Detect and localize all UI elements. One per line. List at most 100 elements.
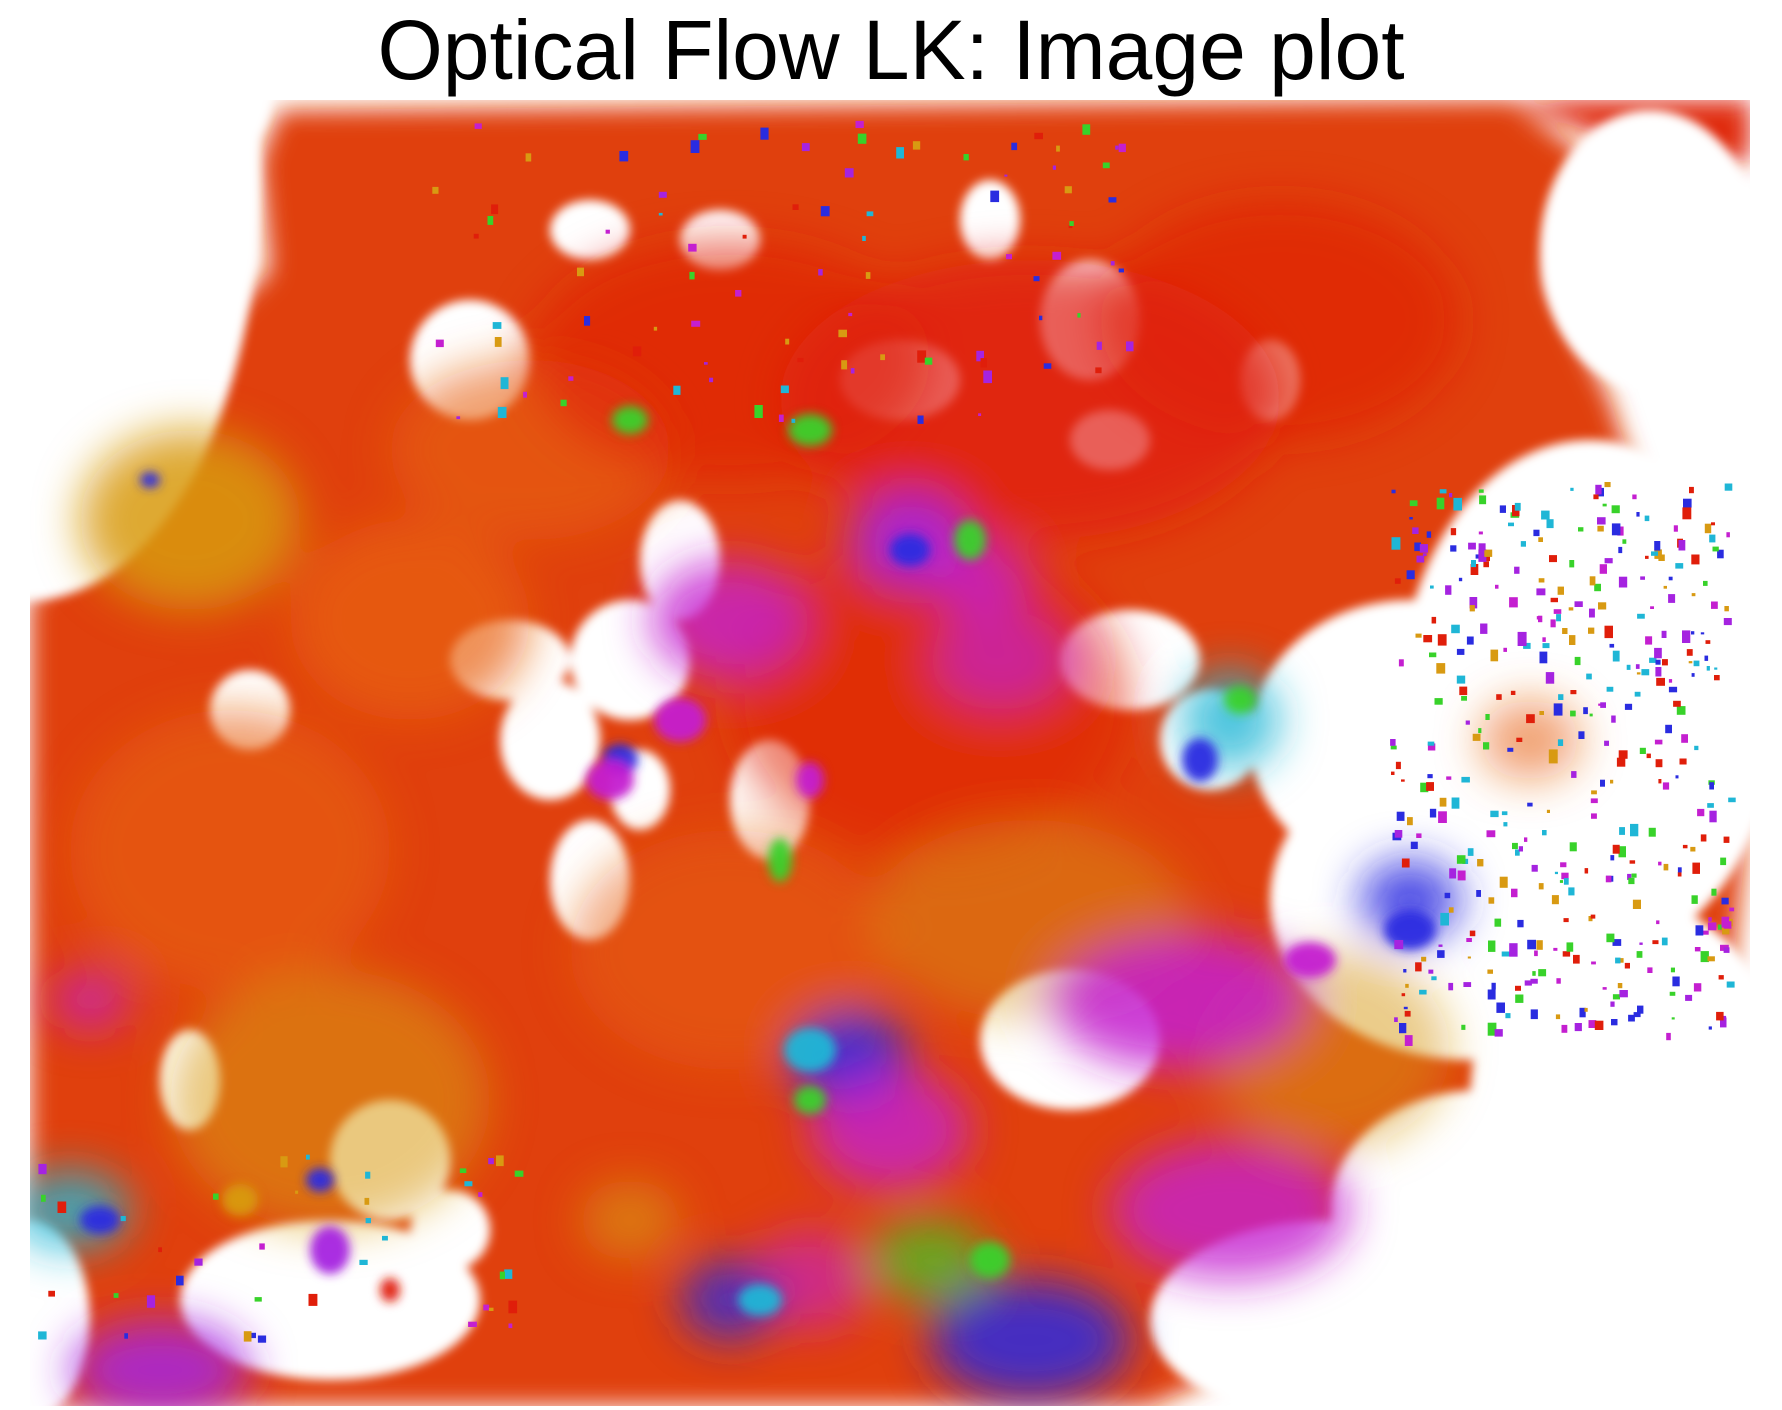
flow-speckle — [1598, 602, 1607, 610]
flow-speckle — [1542, 637, 1546, 642]
flow-speckle — [1478, 549, 1487, 562]
flow-speckle — [120, 1216, 126, 1222]
flow-speckle — [1459, 686, 1468, 696]
flow-speckle — [1512, 842, 1518, 850]
flow-speckle — [295, 1190, 299, 1194]
flow-speckle — [1509, 943, 1518, 957]
flow-speckle — [1536, 940, 1543, 950]
flow-speckle — [1426, 782, 1434, 791]
flow-speckle — [1691, 631, 1695, 635]
flow-speckle — [1410, 841, 1418, 849]
flow-speckle — [1722, 923, 1730, 935]
flow-speckle — [1672, 976, 1680, 987]
flow-accent — [890, 534, 930, 566]
flow-blob — [1050, 930, 1310, 1070]
flow-speckle — [691, 320, 701, 327]
flow-speckle — [1487, 969, 1493, 974]
flow-speckle — [1477, 859, 1484, 867]
flow-speckle — [1562, 628, 1568, 634]
flow-speckle — [1423, 635, 1433, 643]
flow-speckle — [1677, 872, 1682, 877]
flow-speckle — [1478, 531, 1483, 535]
flow-speckle — [1681, 734, 1688, 743]
flow-speckle — [1429, 652, 1437, 658]
flow-speckle — [1436, 663, 1446, 674]
flow-speckle — [1439, 489, 1447, 494]
flow-speckle — [1692, 862, 1700, 874]
flow-accent — [784, 1028, 836, 1072]
flow-speckle — [1427, 743, 1436, 751]
flow-speckle — [1490, 810, 1499, 818]
flow-speckle — [382, 1235, 388, 1241]
flow-speckle — [1709, 534, 1716, 543]
flow-speckle — [1108, 197, 1117, 203]
flow-speckle — [1720, 1017, 1727, 1028]
flow-speckle — [1530, 1009, 1538, 1020]
flow-speckle — [1391, 771, 1395, 775]
flow-accent — [738, 1284, 782, 1316]
flow-speckle — [1527, 939, 1536, 950]
flow-speckle — [990, 190, 1000, 203]
flow-blob — [680, 1260, 780, 1340]
flow-speckle — [1639, 747, 1646, 754]
flow-speckle — [1693, 660, 1700, 667]
flow-speckle — [1691, 554, 1700, 565]
flow-speckle — [1707, 956, 1715, 962]
flow-speckle — [1594, 1020, 1604, 1030]
flow-speckle — [1584, 868, 1589, 874]
plot-area — [30, 100, 1750, 1406]
flow-speckle — [1668, 686, 1678, 693]
flow-speckle — [1648, 827, 1656, 837]
flow-speckle — [1437, 950, 1445, 958]
flow-speckle — [1635, 664, 1640, 669]
flow-speckle — [1561, 1024, 1568, 1033]
flow-speckle — [1718, 975, 1724, 980]
flow-speckle — [1707, 803, 1714, 808]
flow-speckle — [1524, 980, 1532, 986]
flow-speckle — [673, 385, 681, 395]
flow-speckle — [1655, 667, 1662, 677]
flow-speckle — [1640, 576, 1645, 580]
no-flow-hole — [500, 680, 600, 800]
flow-speckle — [1590, 914, 1596, 919]
flow-speckle — [504, 1269, 513, 1279]
flow-accent — [788, 414, 832, 446]
flow-speckle — [1431, 616, 1437, 624]
flow-speckle — [1524, 837, 1528, 842]
flow-speckle — [508, 1323, 513, 1329]
flow-speckle — [1606, 686, 1614, 692]
flow-speckle — [1682, 844, 1688, 849]
flow-speckle — [1391, 537, 1401, 550]
flow-blob — [70, 1320, 250, 1406]
flow-speckle — [1501, 811, 1508, 816]
flow-speckle — [1412, 527, 1419, 534]
flow-speckle — [709, 377, 714, 383]
flow-speckle — [1427, 741, 1435, 746]
flow-accent — [586, 760, 634, 800]
flow-blob — [290, 520, 530, 720]
flow-heatmap-image — [30, 100, 1750, 1406]
flow-speckle — [1658, 779, 1662, 784]
flow-speckle — [1655, 759, 1663, 768]
flow-speckle — [432, 186, 439, 194]
flow-speckle — [1579, 1007, 1586, 1018]
flow-speckle — [841, 360, 848, 370]
flow-speckle — [1662, 659, 1668, 666]
flow-speckle — [1520, 541, 1526, 547]
flow-speckle — [1682, 630, 1691, 643]
flow-speckle — [735, 290, 742, 297]
flow-speckle — [259, 1243, 265, 1250]
flow-speckle — [1069, 221, 1074, 226]
flow-speckle — [1721, 897, 1729, 905]
flow-speckle — [1391, 489, 1396, 494]
flow-speckle — [1483, 561, 1489, 568]
flow-speckle — [1594, 583, 1601, 592]
flow-speckle — [1509, 597, 1518, 608]
flow-speckle — [1496, 1002, 1505, 1013]
flow-speckle — [468, 1321, 477, 1327]
flow-speckle — [1717, 549, 1724, 559]
flow-speckle — [1557, 586, 1564, 595]
flow-speckle — [742, 234, 747, 239]
flow-speckle — [1541, 510, 1550, 520]
flow-speckle — [1404, 1010, 1411, 1017]
